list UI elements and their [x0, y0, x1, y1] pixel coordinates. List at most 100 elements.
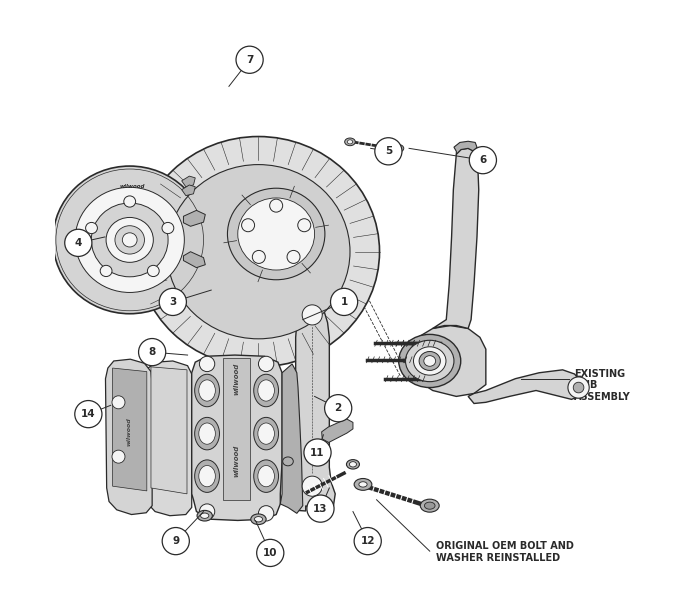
Ellipse shape [199, 380, 216, 401]
Circle shape [374, 138, 402, 165]
Text: 10: 10 [263, 548, 277, 558]
Circle shape [199, 504, 215, 519]
Text: 6: 6 [480, 155, 486, 165]
Circle shape [236, 46, 263, 73]
Ellipse shape [253, 417, 279, 450]
Text: 11: 11 [310, 448, 325, 458]
Ellipse shape [405, 340, 454, 382]
Ellipse shape [258, 465, 274, 487]
Circle shape [64, 229, 92, 256]
Text: ASSEMBLY: ASSEMBLY [575, 392, 631, 403]
Circle shape [252, 250, 265, 263]
Text: ORIGINAL OEM BOLT AND: ORIGINAL OEM BOLT AND [435, 541, 573, 551]
Ellipse shape [199, 423, 216, 444]
Circle shape [257, 539, 284, 567]
Ellipse shape [393, 144, 404, 152]
Text: EXISTING: EXISTING [575, 369, 626, 379]
Text: 8: 8 [148, 347, 156, 357]
Circle shape [162, 527, 190, 555]
Ellipse shape [359, 482, 367, 487]
Circle shape [287, 250, 300, 263]
Polygon shape [289, 293, 335, 511]
Ellipse shape [199, 465, 216, 487]
Ellipse shape [228, 188, 325, 280]
Circle shape [241, 218, 255, 231]
Ellipse shape [115, 226, 144, 254]
Ellipse shape [238, 198, 314, 270]
Ellipse shape [347, 140, 353, 144]
Circle shape [354, 527, 382, 555]
Circle shape [330, 288, 358, 316]
Ellipse shape [258, 423, 274, 444]
Circle shape [199, 356, 215, 372]
Ellipse shape [344, 138, 356, 146]
Polygon shape [183, 252, 205, 268]
Ellipse shape [100, 265, 112, 276]
Text: 14: 14 [81, 409, 96, 419]
Ellipse shape [254, 517, 262, 522]
Ellipse shape [414, 347, 446, 375]
Ellipse shape [122, 233, 137, 247]
Circle shape [112, 396, 125, 409]
Ellipse shape [167, 165, 350, 339]
Ellipse shape [354, 478, 372, 490]
Ellipse shape [162, 223, 174, 234]
Text: 5: 5 [385, 146, 392, 156]
Ellipse shape [91, 203, 168, 277]
Ellipse shape [195, 460, 220, 493]
Circle shape [258, 356, 274, 372]
Circle shape [568, 377, 589, 398]
Circle shape [304, 439, 331, 466]
Polygon shape [454, 141, 477, 155]
Ellipse shape [195, 374, 220, 407]
Polygon shape [151, 367, 187, 494]
Polygon shape [433, 149, 479, 329]
Ellipse shape [419, 352, 440, 371]
Ellipse shape [195, 417, 220, 450]
Polygon shape [182, 185, 195, 195]
Ellipse shape [283, 457, 293, 466]
Ellipse shape [124, 196, 136, 207]
Circle shape [75, 401, 102, 427]
Text: 2: 2 [335, 403, 342, 413]
Polygon shape [113, 368, 147, 491]
Ellipse shape [424, 502, 435, 509]
Circle shape [270, 199, 283, 212]
Ellipse shape [253, 460, 279, 493]
Polygon shape [223, 358, 250, 500]
Ellipse shape [75, 187, 184, 292]
Text: wilwood: wilwood [120, 184, 146, 189]
Circle shape [298, 218, 311, 231]
Circle shape [112, 450, 125, 463]
Text: wilwood: wilwood [126, 417, 131, 446]
Polygon shape [409, 326, 486, 397]
Polygon shape [146, 361, 192, 516]
Ellipse shape [420, 499, 439, 512]
Ellipse shape [106, 217, 153, 262]
Text: 13: 13 [313, 504, 328, 514]
Circle shape [139, 339, 166, 366]
Polygon shape [106, 359, 152, 514]
Ellipse shape [201, 513, 209, 519]
Text: wilwood: wilwood [234, 362, 239, 395]
Text: 3: 3 [169, 297, 176, 307]
Polygon shape [192, 355, 282, 520]
Ellipse shape [253, 374, 279, 407]
Circle shape [258, 506, 274, 521]
Ellipse shape [349, 462, 356, 467]
Circle shape [573, 382, 584, 393]
Circle shape [325, 395, 352, 422]
Circle shape [159, 288, 186, 316]
Polygon shape [322, 419, 353, 442]
Ellipse shape [399, 334, 461, 388]
Ellipse shape [197, 510, 212, 521]
Ellipse shape [258, 380, 274, 401]
Text: 1: 1 [340, 297, 348, 307]
Ellipse shape [424, 356, 435, 366]
Text: wilwood: wilwood [234, 445, 239, 478]
Text: WASHER REINSTALLED: WASHER REINSTALLED [435, 553, 560, 563]
Ellipse shape [85, 223, 97, 234]
Circle shape [302, 305, 322, 325]
Text: 4: 4 [75, 238, 82, 248]
Ellipse shape [53, 166, 206, 314]
